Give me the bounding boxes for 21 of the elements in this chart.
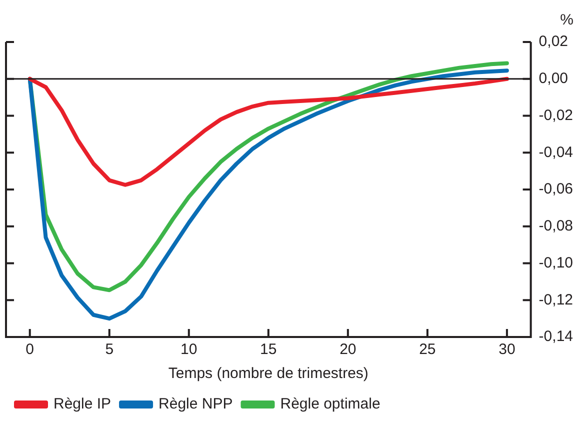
y-tick-label: -0,12 [538,291,574,308]
x-tick-label: 5 [105,341,114,358]
y-tick-label: -0,04 [538,144,574,161]
y-tick-label: -0,14 [538,328,574,346]
x-tick-label: 15 [260,341,277,358]
y-tick-label: -0,10 [538,254,574,272]
y-tick-label: -0,06 [538,180,574,198]
x-tick-label: 25 [419,341,436,358]
y-tick-label: 0,00 [538,70,568,88]
legend-label: Règle NPP [158,396,233,413]
x-tick-label: 30 [498,341,516,358]
legend-label: Règle IP [54,396,112,413]
legend-label: Règle optimale [280,396,380,413]
x-tick-label: 0 [26,341,34,358]
x-axis-title: Temps (nombre de trimestres) [168,365,368,382]
y-tick-label: -0,02 [538,106,574,124]
y-tick-label: 0,02 [538,33,568,50]
y-tick-label: -0,08 [538,218,574,235]
x-tick-label: 20 [340,341,356,358]
x-tick-label: 10 [180,341,198,358]
y-axis-title: % [560,12,574,29]
